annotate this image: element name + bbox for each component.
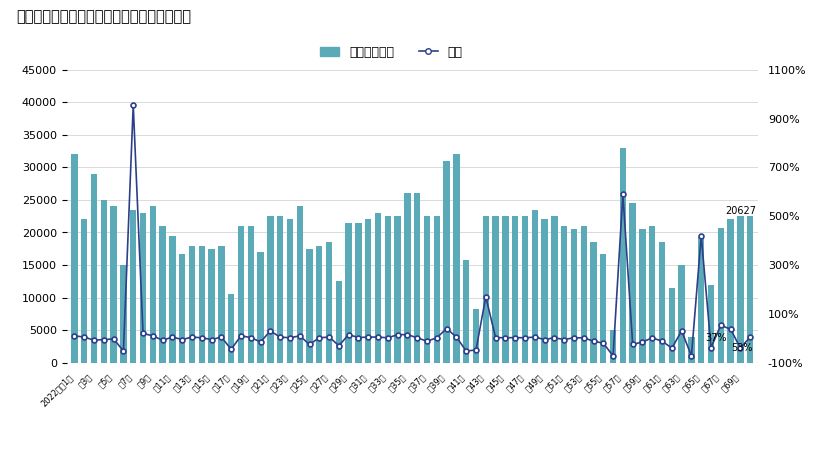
Bar <box>326 242 332 363</box>
Bar <box>502 216 509 363</box>
Bar <box>307 249 312 363</box>
Bar <box>297 206 303 363</box>
Bar <box>395 216 401 363</box>
Bar <box>72 154 77 363</box>
Bar <box>120 265 127 363</box>
Bar <box>630 203 636 363</box>
Bar <box>169 236 176 363</box>
Bar <box>404 193 411 363</box>
Bar <box>385 216 391 363</box>
Bar <box>737 216 744 363</box>
Bar <box>541 219 548 363</box>
Bar <box>551 216 557 363</box>
Bar <box>277 216 283 363</box>
Bar <box>727 219 734 363</box>
Bar <box>610 330 616 363</box>
Bar <box>424 216 430 363</box>
Legend: 成交量（套）, 环比: 成交量（套）, 环比 <box>316 41 468 64</box>
Bar <box>473 309 479 363</box>
Bar <box>257 252 264 363</box>
Bar <box>375 213 382 363</box>
Bar <box>91 174 97 363</box>
Bar <box>228 294 234 363</box>
Bar <box>620 148 626 363</box>
Bar <box>581 226 587 363</box>
Text: 20627: 20627 <box>726 206 756 216</box>
Bar <box>218 246 225 363</box>
Bar <box>365 219 372 363</box>
Bar <box>718 228 724 363</box>
Bar <box>659 242 666 363</box>
Bar <box>669 288 675 363</box>
Bar <box>346 223 352 363</box>
Bar <box>678 265 685 363</box>
Bar <box>336 281 342 363</box>
Bar <box>356 223 362 363</box>
Bar <box>150 206 156 363</box>
Bar <box>649 226 656 363</box>
Bar <box>267 216 273 363</box>
Bar <box>111 206 117 363</box>
Text: 图：监测重点１５城新建商品住宅成交量情况: 图：监测重点１５城新建商品住宅成交量情况 <box>17 9 192 24</box>
Bar <box>130 210 137 363</box>
Bar <box>287 219 293 363</box>
Bar <box>591 242 596 363</box>
Bar <box>101 200 107 363</box>
Bar <box>81 219 87 363</box>
Bar <box>561 226 567 363</box>
Bar <box>453 154 460 363</box>
Bar <box>688 337 695 363</box>
Bar <box>140 213 147 363</box>
Bar <box>708 285 714 363</box>
Bar <box>198 246 205 363</box>
Bar <box>698 237 705 363</box>
Bar <box>247 226 254 363</box>
Text: 53%: 53% <box>731 343 753 353</box>
Bar <box>208 249 215 363</box>
Bar <box>316 246 322 363</box>
Bar <box>159 226 166 363</box>
Bar <box>521 216 528 363</box>
Bar <box>747 216 753 363</box>
Bar <box>189 246 195 363</box>
Bar <box>571 229 577 363</box>
Bar <box>639 229 646 363</box>
Bar <box>492 216 499 363</box>
Bar <box>600 254 606 363</box>
Bar <box>512 216 518 363</box>
Bar <box>414 193 421 363</box>
Bar <box>237 226 244 363</box>
Bar <box>434 216 440 363</box>
Bar <box>463 260 469 363</box>
Bar <box>482 216 489 363</box>
Bar <box>443 161 450 363</box>
Text: 37%: 37% <box>706 332 726 343</box>
Bar <box>531 210 538 363</box>
Bar <box>179 254 186 363</box>
